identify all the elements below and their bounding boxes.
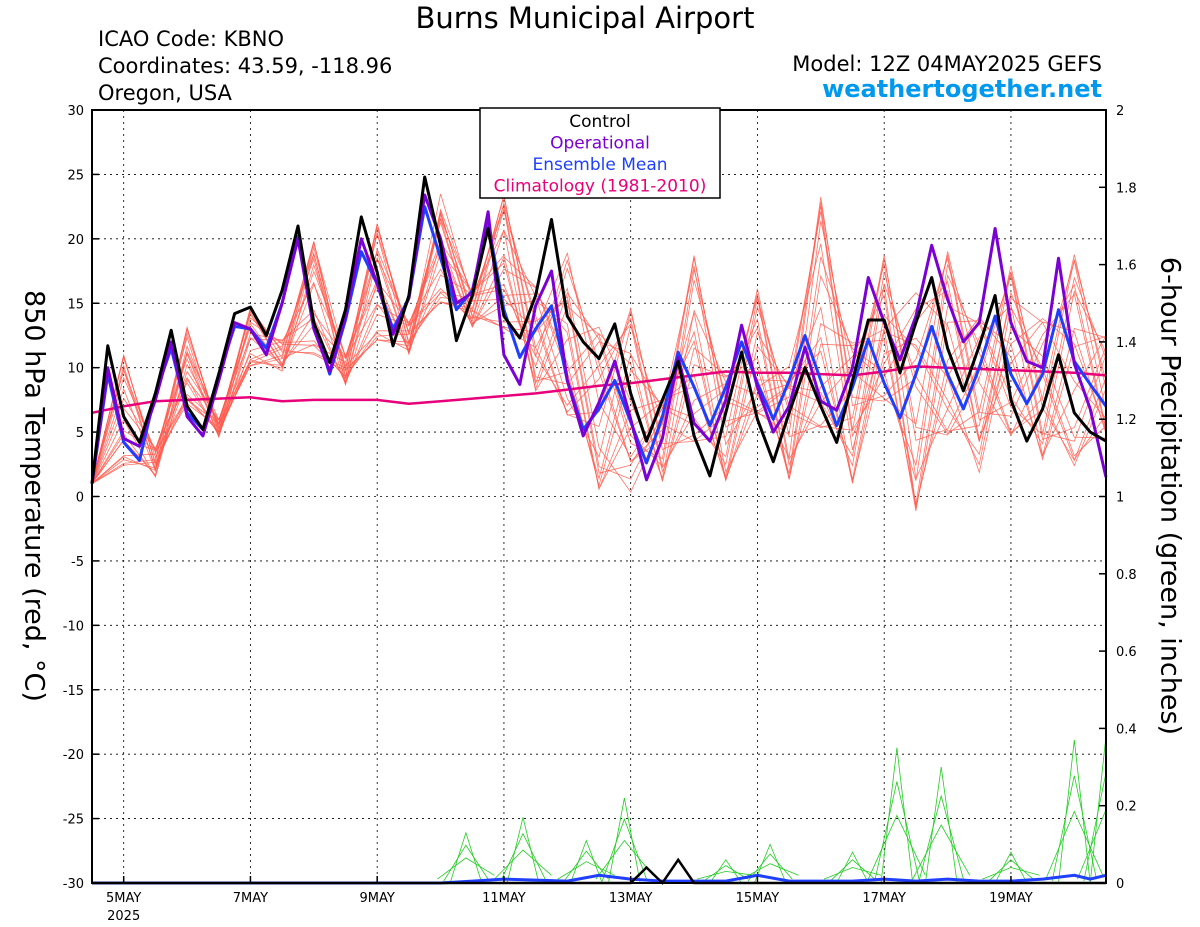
x-tick-label: 5MAY xyxy=(106,891,141,906)
x-tick-label: 19MAY xyxy=(989,891,1033,906)
y-tick-label: 15 xyxy=(67,297,84,312)
y2-tick-label: 1.2 xyxy=(1116,413,1137,428)
member-precip-line xyxy=(449,831,483,884)
member-precip-line xyxy=(836,851,869,884)
y2-tick-label: 0.4 xyxy=(1116,722,1137,737)
chart-title: Burns Municipal Airport xyxy=(415,1,755,35)
member-precip-line xyxy=(988,859,1034,882)
x-tick-label: 7MAY xyxy=(233,891,268,906)
member-temp-line xyxy=(91,196,1107,511)
y-tick-label: -5 xyxy=(71,555,84,570)
member-temp-line xyxy=(91,221,1107,491)
y2-tick-label: 1 xyxy=(1116,491,1124,506)
y-tick-label: -15 xyxy=(63,684,84,699)
member-precip-line xyxy=(570,839,603,884)
y2-tick-label: 0.6 xyxy=(1116,645,1137,660)
y-tick-label: 0 xyxy=(76,491,84,506)
member-temp-line xyxy=(91,246,1107,484)
series-control xyxy=(90,175,1107,484)
member-precip-line xyxy=(494,849,552,880)
region: Oregon, USA xyxy=(98,81,232,105)
member-temp-line xyxy=(91,208,1107,506)
x-tick-label: 13MAY xyxy=(609,891,653,906)
series-climatology-1981-2010 xyxy=(91,365,1107,415)
member-temp-line xyxy=(91,207,1107,484)
member-temp-line xyxy=(91,210,1107,484)
member-temp-line xyxy=(91,201,1107,509)
y-tick-label: -20 xyxy=(63,748,84,763)
member-precip-line xyxy=(867,814,926,880)
x-tick-label: 11MAY xyxy=(482,891,526,906)
member-precip-line xyxy=(703,865,749,882)
member-precip-line xyxy=(595,839,654,880)
series-ensemble-mean xyxy=(90,205,1108,484)
precip-ensemble-mean xyxy=(92,873,1107,885)
member-precip-line xyxy=(557,861,615,880)
y-tick-label: -25 xyxy=(63,813,84,828)
axes: 302520151050-5-10-15-20-25-3021.81.61.41… xyxy=(63,104,1137,924)
grid xyxy=(92,110,1106,883)
x-tick-label: 15MAY xyxy=(736,891,780,906)
legend-box xyxy=(479,107,721,199)
member-precip-line xyxy=(697,870,755,880)
y-axis-label-right: 6-hour Precipitation (green, inches) xyxy=(1154,256,1186,736)
member-temp-line xyxy=(91,213,1107,493)
icao-code: ICAO Code: KBNO xyxy=(98,27,284,51)
y2-tick-label: 2 xyxy=(1116,104,1124,119)
y-tick-label: 5 xyxy=(76,426,84,441)
legend-item: Climatology (1981-2010) xyxy=(494,177,707,197)
series-operational xyxy=(90,193,1108,484)
legend-item: Operational xyxy=(550,134,650,154)
x-tick-label: 9MAY xyxy=(360,891,395,906)
x-tick-sublabel: 2025 xyxy=(107,909,140,924)
site-link[interactable]: weathertogether.net xyxy=(822,75,1102,103)
y-axis-label-left: 850 hPa Temperature (red, °C) xyxy=(18,290,50,702)
coordinates: Coordinates: 43.59, -118.96 xyxy=(98,54,393,78)
member-precip-line xyxy=(982,867,1040,880)
y-tick-label: 10 xyxy=(67,362,84,377)
y2-tick-label: 0.8 xyxy=(1116,568,1137,583)
member-temp-line xyxy=(91,197,1107,484)
member-precip-line xyxy=(709,859,742,884)
y-tick-label: -10 xyxy=(63,619,84,634)
y-tick-label: 25 xyxy=(67,168,84,183)
plot-area xyxy=(92,110,1106,883)
member-precip-line xyxy=(753,843,787,884)
legend-item: Control xyxy=(569,112,630,132)
y2-tick-label: 1.4 xyxy=(1116,336,1137,351)
y-tick-label: 20 xyxy=(67,233,84,248)
member-precip-line xyxy=(437,857,495,880)
member-precip-line xyxy=(741,863,799,880)
member-precip-line xyxy=(994,851,1028,884)
member-precip-line xyxy=(830,859,875,882)
y-tick-label: -30 xyxy=(63,877,84,892)
y2-tick-label: 1.8 xyxy=(1116,181,1137,196)
model-run: Model: 12Z 04MAY2025 GEFS xyxy=(792,52,1102,76)
y2-tick-label: 0.2 xyxy=(1116,800,1137,815)
y2-tick-label: 1.6 xyxy=(1116,259,1137,274)
legend-item: Ensemble Mean xyxy=(532,155,667,175)
y-tick-label: 30 xyxy=(67,104,84,119)
y2-tick-label: 0 xyxy=(1116,877,1124,892)
member-precip-line xyxy=(912,824,971,880)
x-tick-label: 17MAY xyxy=(862,891,906,906)
